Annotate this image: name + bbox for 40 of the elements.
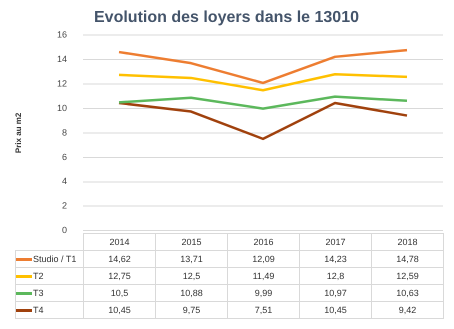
data-label: 12,09 — [228, 250, 300, 268]
data-label: 12,5 — [156, 267, 228, 284]
data-label: 12,8 — [300, 267, 372, 284]
data-label: 10,45 — [300, 301, 372, 318]
data-label: 12,59 — [372, 267, 444, 284]
x-tick-label: 2016 — [228, 233, 300, 250]
data-label: 9,75 — [156, 301, 228, 318]
x-tick-label: 2018 — [372, 233, 444, 250]
legend-label: T2 — [16, 267, 84, 284]
y-tick-label: 0 — [62, 225, 67, 236]
y-axis-title: Prix au m2 — [14, 112, 24, 154]
data-label: 10,88 — [156, 284, 228, 302]
y-tick-label: 4 — [62, 176, 67, 186]
legend-label: T4 — [16, 301, 84, 318]
data-label: 10,97 — [300, 284, 372, 302]
data-label: 7,51 — [228, 301, 300, 318]
y-tick-label: 10 — [56, 102, 67, 113]
y-tick-label: 12 — [56, 78, 67, 89]
data-label: 14,78 — [372, 250, 444, 268]
data-label: 13,71 — [156, 250, 228, 268]
x-tick-label: 2014 — [84, 233, 156, 250]
data-label: 12,75 — [84, 267, 156, 284]
data-label: 9,42 — [372, 301, 444, 318]
data-label: 9,99 — [228, 284, 300, 302]
data-label: 14,23 — [300, 250, 372, 268]
legend-label: Studio / T1 — [16, 250, 84, 268]
y-tick-label: 6 — [62, 152, 67, 162]
data-label: 11,49 — [228, 267, 300, 284]
y-tick-label: 2 — [62, 200, 67, 211]
legend-label: T3 — [16, 284, 84, 302]
y-tick-label: 8 — [62, 127, 67, 138]
data-label: 10,5 — [84, 284, 156, 302]
data-label: 14,62 — [84, 250, 156, 268]
x-tick-label: 2017 — [300, 233, 372, 250]
y-tick-label: 14 — [56, 54, 67, 64]
data-label: 10,45 — [84, 301, 156, 318]
x-tick-label: 2015 — [156, 233, 228, 250]
data-label: 10,63 — [372, 284, 444, 302]
chart-title: Evolution des loyers dans le 13010 — [94, 9, 360, 26]
y-tick-label: 16 — [56, 30, 67, 40]
